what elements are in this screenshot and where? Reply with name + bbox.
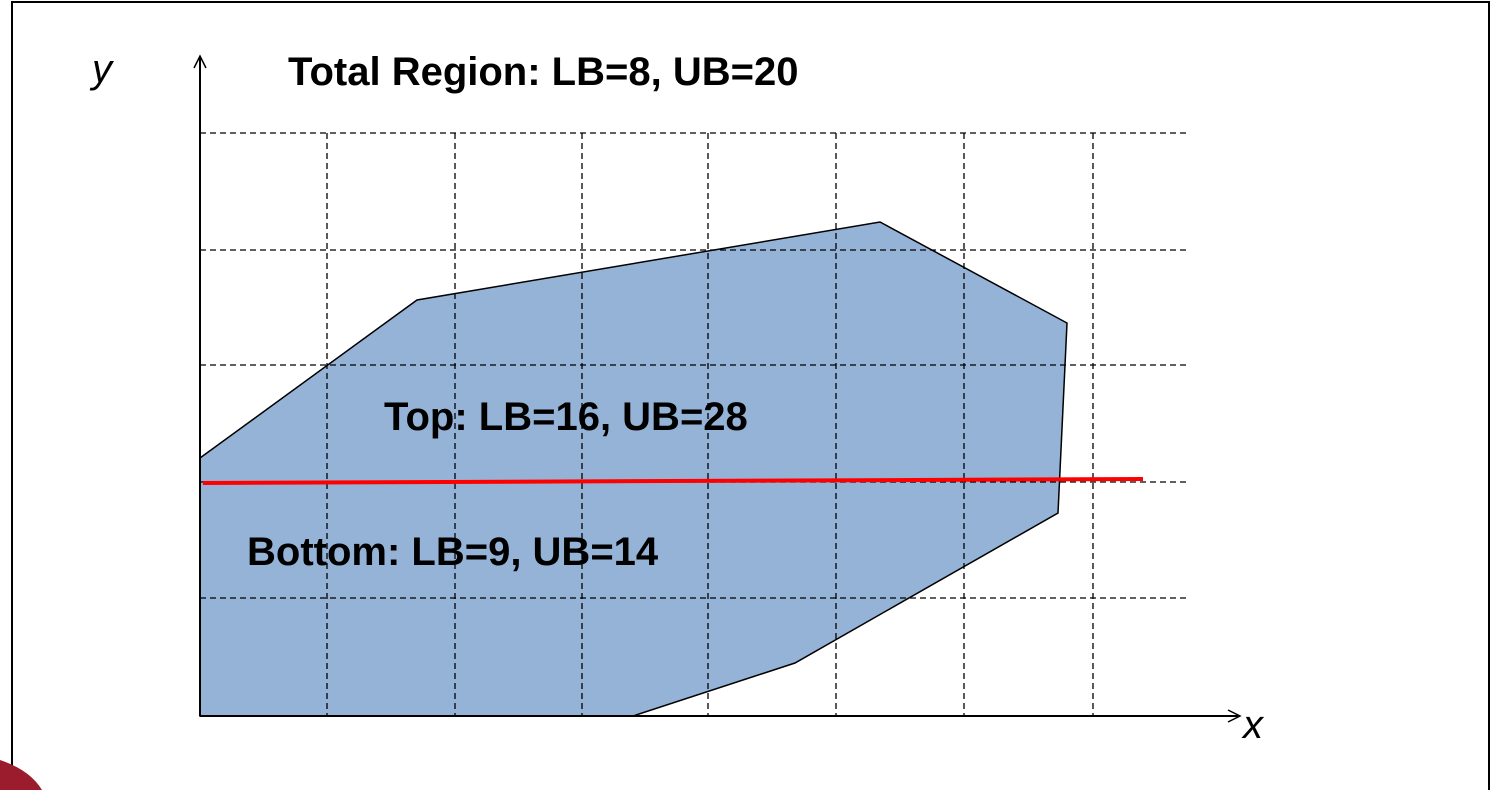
feasible-region: [199, 221, 1068, 717]
bottom-label: Bottom: LB=9, UB=14: [247, 530, 659, 574]
branch-line: [202, 477, 1144, 485]
top-label: Top: LB=16, UB=28: [384, 395, 748, 439]
corner-logo: [0, 760, 42, 790]
total-label: Total Region: LB=8, UB=20: [288, 50, 798, 94]
x-axis-label: x: [1241, 703, 1265, 747]
x-arrow: [1227, 709, 1242, 723]
y-arrow: [193, 54, 207, 69]
y-axis-label: y: [89, 47, 115, 91]
frame: [11, 1, 1490, 790]
